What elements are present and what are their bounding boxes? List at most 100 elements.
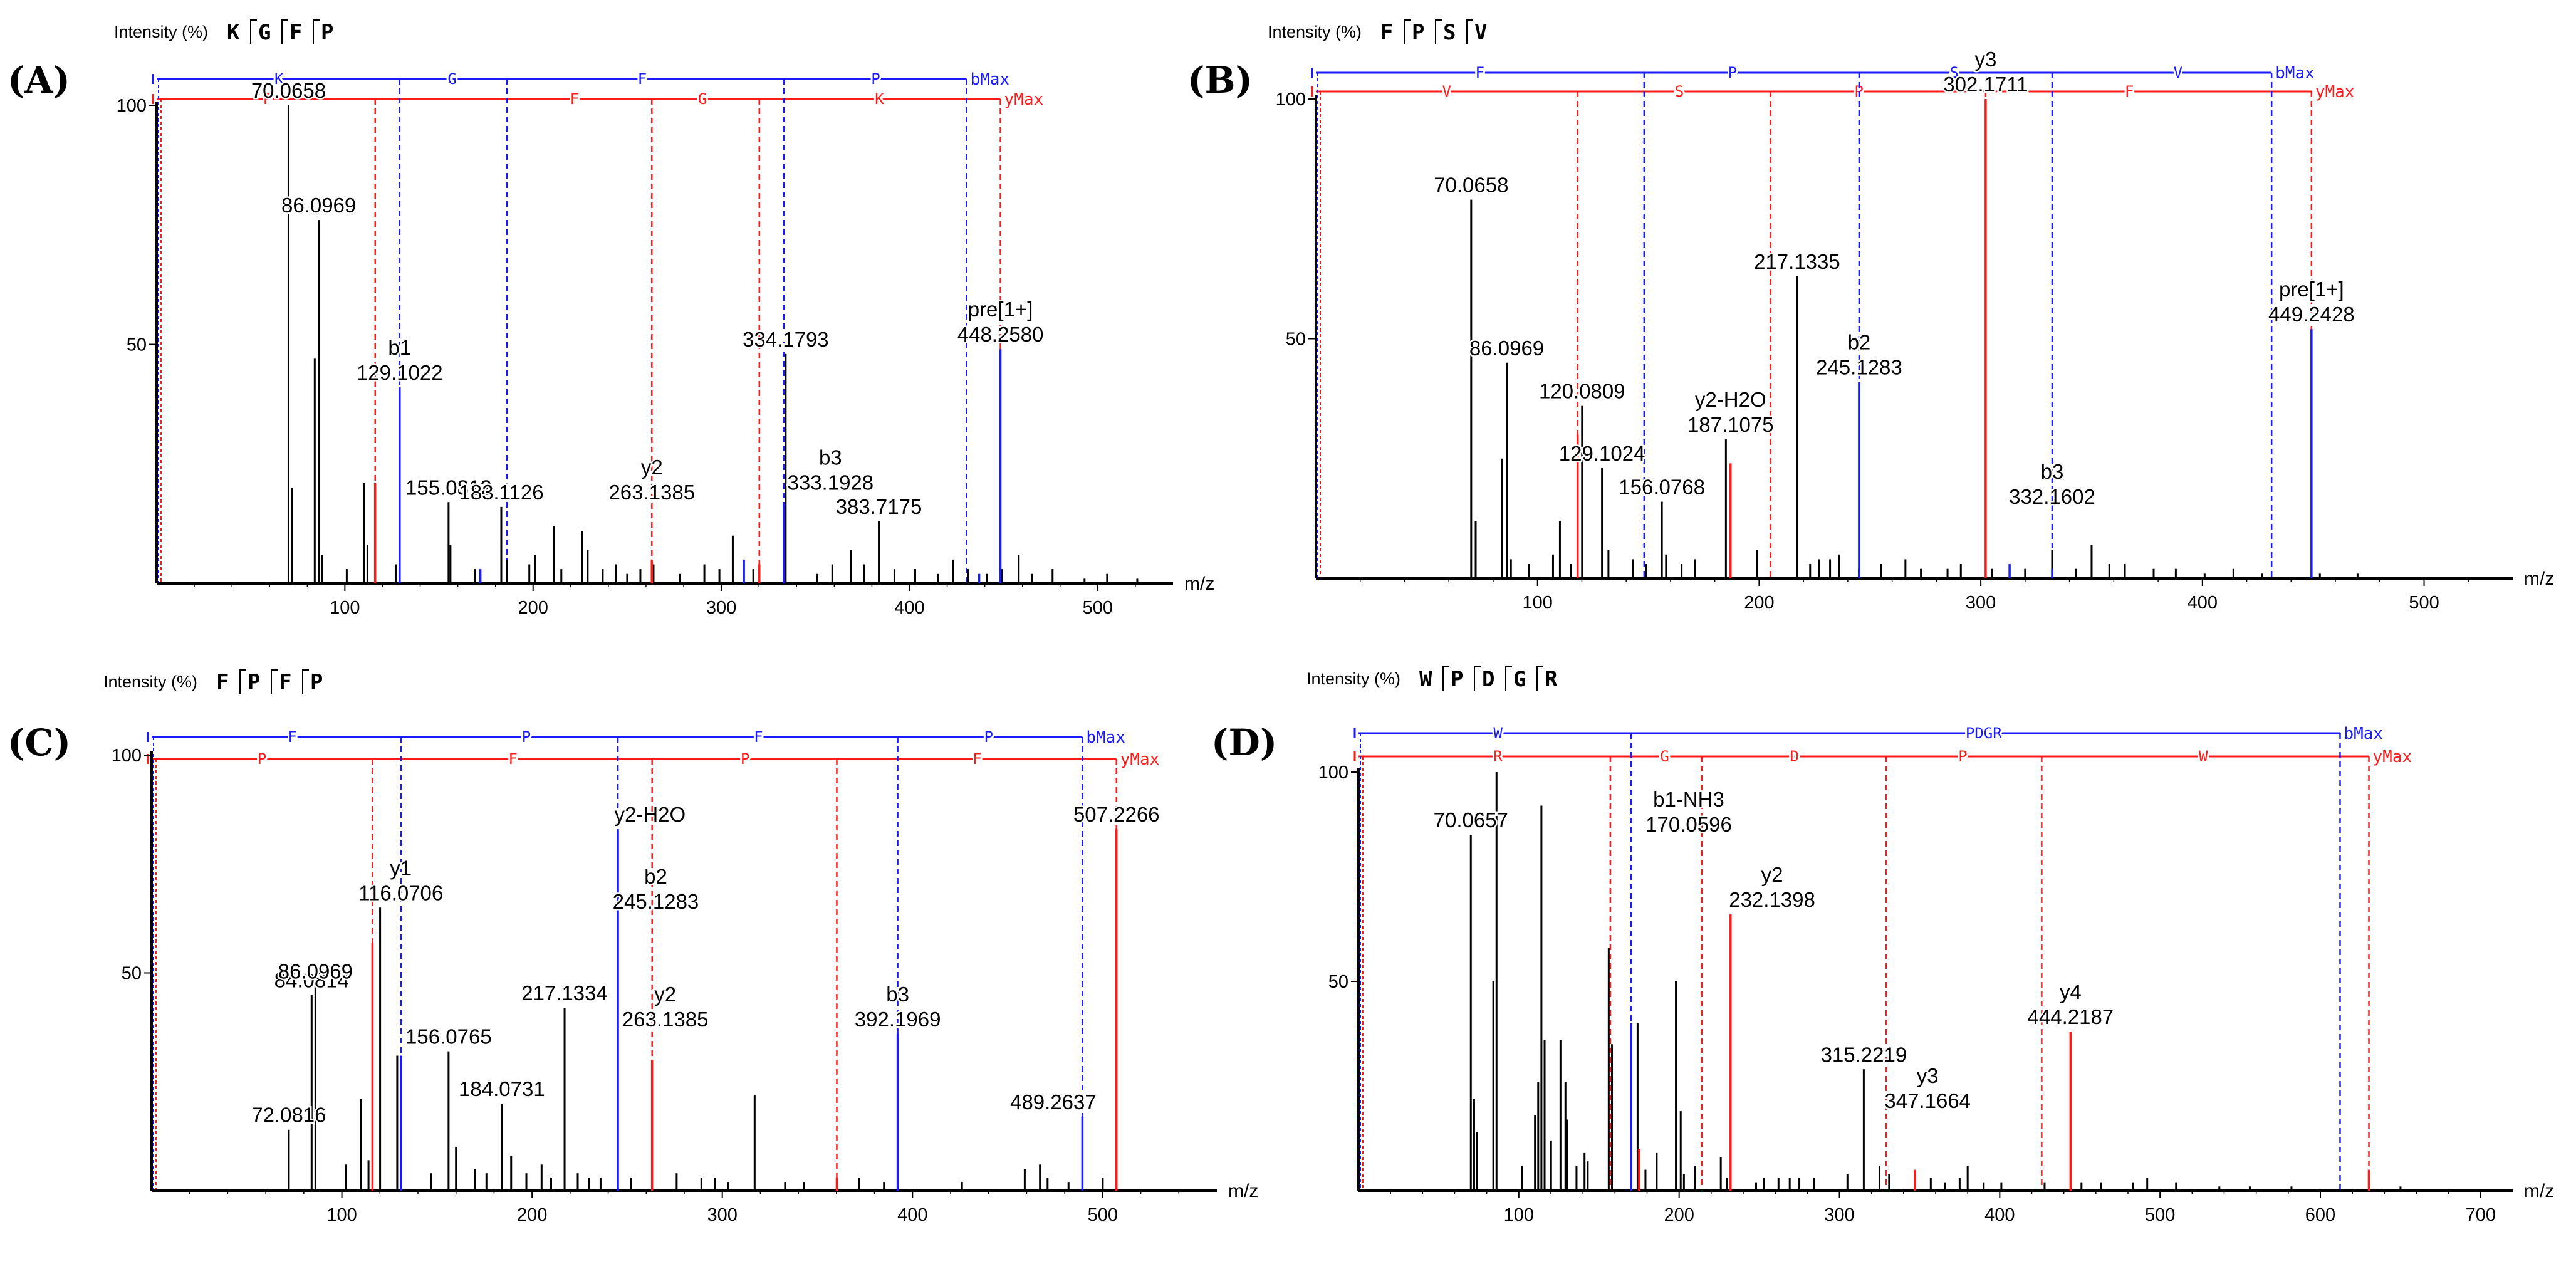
peak-annotation: 217.1335 (1754, 250, 1840, 273)
peak-annotation: 129.1022 (357, 361, 443, 384)
bmax-label: bMax (1086, 728, 1125, 747)
x-tick-label: 100 (1504, 1205, 1534, 1225)
x-tick-label: 100 (326, 1205, 357, 1225)
peak-annotation: 302.1711 (1943, 73, 2028, 96)
b-ladder-residue: PDGR (1966, 724, 2002, 742)
sequence-separator (1536, 666, 1543, 691)
b-ladder-residue: V (2174, 64, 2182, 81)
y-ladder-residue: V (1442, 83, 1451, 100)
y-tick-label: 100 (1318, 763, 1348, 783)
sequence-separator (302, 669, 309, 694)
x-tick-label: 200 (1744, 593, 1774, 613)
b-ladder-residue: W (1493, 724, 1503, 742)
peak-annotation: 70.0658 (251, 79, 326, 102)
peak-annotation: b3 (819, 446, 842, 469)
x-tick-label: 400 (1984, 1205, 2015, 1225)
peak-annotation: 84.0814 (274, 968, 349, 991)
x-tick-label: 500 (1088, 1205, 1118, 1225)
sequence-residue: F (1380, 20, 1393, 45)
b-ladder-residue: S (1949, 64, 1958, 81)
peak-annotation: 332.1602 (2009, 485, 2095, 508)
x-tick-label: 500 (2145, 1205, 2175, 1225)
peak-annotation: 315.2219 (1821, 1043, 1907, 1066)
sequence-separator (271, 669, 278, 694)
peak-annotation: 129.1024 (1559, 442, 1645, 465)
peak-annotation: 245.1283 (1816, 355, 1902, 379)
peak-annotation: y2-H2O (615, 803, 686, 826)
sequence-separator (313, 19, 320, 44)
b-ladder-residue: F (638, 70, 647, 88)
x-tick-label: 400 (2188, 593, 2218, 613)
peak-annotation: 245.1283 (613, 890, 699, 913)
sequence-residue: D (1482, 667, 1494, 692)
peak-annotation: 449.2428 (2268, 303, 2355, 326)
peak-annotation: 347.1664 (1884, 1089, 1971, 1112)
y-ladder-residue: F (509, 750, 518, 768)
bmax-label: bMax (2275, 64, 2315, 83)
peak-annotation: 383.7175 (836, 495, 922, 518)
panel-label: (A) (8, 59, 70, 102)
peak-annotation: 184.0731 (459, 1077, 545, 1100)
y-tick-label: 50 (1328, 972, 1348, 992)
sequence-residue: P (248, 670, 260, 695)
sequence-residue: P (1451, 667, 1463, 692)
y-ladder-residue: W (2199, 748, 2208, 765)
peak-annotation: b2 (1848, 330, 1871, 353)
peak-annotation: b1-NH3 (1653, 788, 1724, 811)
peak-annotation: y4 (2060, 980, 2082, 1003)
spectrum-panel-b: (B)Intensity (%)FPSVbMaxyMaxFPSVVSPFm/z1… (1187, 19, 2554, 613)
y-tick-label: 50 (122, 964, 142, 984)
x-tick-label: 400 (894, 598, 924, 618)
peak-annotation: 155.0812 (405, 476, 492, 499)
b-ladder-residue: P (984, 728, 993, 746)
peak-annotation: 170.0596 (1645, 813, 1732, 836)
b-ladder-residue: K (274, 70, 284, 88)
peak-annotation: y1 (390, 856, 412, 879)
x-axis-label: m/z (1184, 573, 1214, 594)
x-axis-label: m/z (1228, 1181, 1258, 1201)
b-ladder-residue: P (1728, 64, 1737, 81)
y-tick-label: 50 (127, 335, 147, 355)
x-tick-label: 300 (1966, 593, 1996, 613)
b-ladder-residue: F (1476, 64, 1484, 81)
sequence-residue: P (1412, 20, 1424, 45)
panel-label: (B) (1187, 59, 1253, 102)
peak-annotation: 70.0657 (1434, 808, 1508, 832)
peak-annotation: y2-H2O (1695, 388, 1766, 411)
sequence-residue: G (258, 20, 271, 45)
sequence-residue: G (1513, 667, 1526, 692)
intensity-header: Intensity (%) (1268, 23, 1362, 41)
peak-annotation: y2 (641, 456, 663, 479)
peak-annotation: b1 (388, 336, 411, 359)
y-ladder-residue: F (2125, 83, 2134, 100)
b-ladder-residue: G (447, 70, 456, 88)
sequence-separator (281, 19, 288, 44)
sequence-separator (1505, 666, 1512, 691)
x-tick-label: 500 (2409, 593, 2439, 613)
peak-annotation: b3 (2041, 460, 2064, 483)
x-tick-label: 100 (330, 598, 360, 618)
y-ladder-residue: P (1958, 748, 1967, 765)
sequence-residue: S (1443, 20, 1456, 45)
x-tick-label: 500 (1083, 598, 1113, 618)
peak-annotation: 72.0816 (251, 1104, 326, 1127)
peak-annotation: y2 (654, 983, 676, 1006)
peak-annotation: 156.0765 (405, 1025, 492, 1048)
peak-annotation: b2 (644, 865, 667, 888)
ymax-label: yMax (2373, 748, 2412, 766)
sequence-separator (239, 669, 246, 694)
sequence-residue: F (216, 670, 229, 695)
peak-annotation: pre[1+] (968, 298, 1033, 321)
peak-annotation: 86.0969 (1469, 337, 1544, 360)
y-tick-label: 50 (1286, 330, 1306, 350)
y-ladder-residue: G (1660, 748, 1669, 765)
peak-annotation: y2 (1761, 863, 1783, 886)
peak-annotation: 489.2637 (1010, 1090, 1097, 1114)
bmax-label: bMax (2344, 724, 2383, 743)
y-ladder-residue: P (258, 750, 266, 768)
peak-annotation: 120.0809 (1539, 380, 1625, 403)
b-ladder-residue: F (288, 728, 296, 746)
